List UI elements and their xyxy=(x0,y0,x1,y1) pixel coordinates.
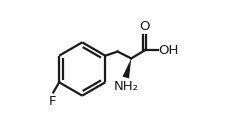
Text: OH: OH xyxy=(158,44,178,57)
Text: NH₂: NH₂ xyxy=(113,80,138,93)
Polygon shape xyxy=(122,58,131,79)
Text: O: O xyxy=(139,20,150,33)
Text: F: F xyxy=(49,95,56,108)
